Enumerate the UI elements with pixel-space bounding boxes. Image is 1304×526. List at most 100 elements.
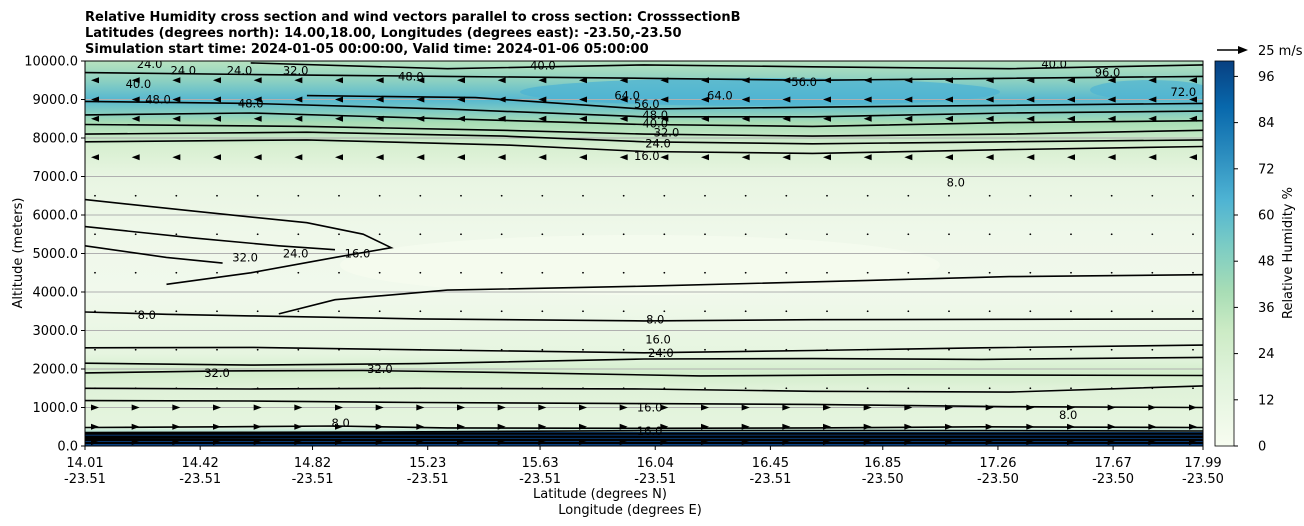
wind-vector (1192, 233, 1194, 236)
contour-label: 24.0 (283, 247, 309, 261)
quiver-key-label: 25 m/s (1258, 44, 1303, 59)
contour-label: 40.0 (126, 77, 152, 91)
wind-vector (213, 404, 221, 411)
contour-label: 32.0 (367, 362, 393, 376)
wind-vector (538, 115, 547, 122)
wind-vector (948, 348, 950, 351)
wind-vector (744, 387, 747, 390)
y-axis: 0.0 1000.0 2000.0 3000.0 4000.0 5000.0 6000.0 7… (24, 55, 85, 455)
wind-vector (416, 96, 425, 103)
wind-vector (701, 96, 709, 103)
contour-label: 96.0 (1095, 66, 1121, 80)
x-tick-label-lat: 16.45 (752, 456, 789, 471)
wind-vector (1029, 194, 1032, 197)
wind-vector (378, 271, 381, 274)
wind-vector (1029, 348, 1032, 351)
wind-vector (863, 96, 872, 103)
colorbar-tick-label: 36 (1258, 301, 1275, 316)
wind-vector (1148, 96, 1157, 103)
wind-vector (704, 310, 706, 313)
contour-labels: 8.016.024.032.0 32.016.08.016.08.08.016.0… (126, 61, 1197, 438)
wind-vector (500, 310, 503, 313)
wind-vector (297, 271, 300, 274)
wind-vector (1107, 96, 1116, 103)
wind-vector (945, 115, 953, 122)
wind-vector (378, 194, 381, 197)
wind-vector (582, 271, 584, 274)
wind-vector (1151, 348, 1154, 351)
wind-vector (419, 310, 422, 313)
x-tick-label-lon: -23.51 (407, 472, 449, 487)
wind-vector (297, 233, 300, 236)
contour-line (85, 139, 1203, 155)
contour-label: 8.0 (331, 416, 349, 430)
wind-vector (375, 96, 384, 103)
contour-line (85, 100, 1203, 118)
contour-line (85, 112, 1203, 128)
wind-vector (663, 348, 666, 351)
wind-vector (1026, 154, 1035, 161)
x-tick-label-lon: -23.51 (292, 472, 334, 487)
wind-vector (1067, 77, 1075, 84)
wind-vector (945, 154, 953, 161)
wind-vector (460, 233, 462, 236)
wind-vector (948, 387, 950, 390)
contour-label: 48.0 (145, 93, 171, 107)
wind-vector (1026, 115, 1035, 122)
y-axis-label: Altitude (meters) (11, 198, 26, 309)
rh-contours (85, 62, 1203, 445)
contour-label: 64.0 (614, 89, 640, 103)
wind-vector (863, 404, 872, 411)
wind-vector (416, 404, 425, 411)
wind-vector (619, 115, 628, 122)
wind-vector (579, 96, 587, 103)
colorbar-ticks: 0 12 24 36 48 60 72 84 96 (1234, 70, 1275, 455)
x-tick-label-lat: 17.67 (1095, 456, 1132, 471)
contour-line (85, 429, 1203, 434)
wind-vector (701, 154, 709, 161)
wind-vector (782, 404, 791, 411)
contour-label: 24.0 (171, 64, 197, 78)
wind-vector (1110, 233, 1113, 236)
colorbar-tick-label: 96 (1258, 70, 1275, 85)
y-tick-label: 6000.0 (33, 209, 79, 224)
wind-vector (988, 233, 991, 236)
wind-vector (1070, 233, 1072, 236)
y-tick-label: 10000.0 (24, 55, 78, 70)
wind-vector (335, 96, 343, 103)
contour-line (85, 356, 1203, 366)
wind-vector (1192, 271, 1194, 274)
wind-vector (988, 271, 991, 274)
contour-line (85, 344, 1203, 354)
wind-vector (704, 194, 706, 197)
quiver-key: 25 m/s (1217, 44, 1303, 59)
wind-vector (907, 233, 910, 236)
x-axis: 14.01-23.5114.42-23.5114.82-23.5115.23-2… (64, 446, 1224, 487)
y-tick-label: 3000.0 (33, 324, 79, 339)
wind-vector (579, 404, 587, 411)
x-tick-label-lat: 16.04 (637, 456, 674, 471)
contour-line (85, 245, 223, 264)
wind-vector (172, 154, 181, 161)
wind-vector (904, 154, 913, 161)
wind-vector (460, 310, 462, 313)
wind-vector (826, 271, 828, 274)
contour-line (306, 94, 1203, 110)
wind-vector (1067, 96, 1075, 103)
wind-vector (335, 77, 343, 84)
wind-vector (785, 310, 788, 313)
wind-vector (1189, 96, 1197, 103)
contour-label: 48.0 (238, 96, 264, 110)
wind-vector (497, 404, 506, 411)
wind-vector (1148, 115, 1157, 122)
wind-vector (622, 194, 625, 197)
wind-vector (419, 271, 422, 274)
wind-vector (907, 271, 910, 274)
wind-vector (91, 154, 99, 161)
wind-vector (619, 404, 628, 411)
wind-vector (619, 96, 628, 103)
wind-vector (904, 96, 913, 103)
x-tick-label-lon: -23.51 (749, 472, 791, 487)
wind-vector (131, 77, 140, 84)
contour-label: 24.0 (648, 346, 674, 360)
